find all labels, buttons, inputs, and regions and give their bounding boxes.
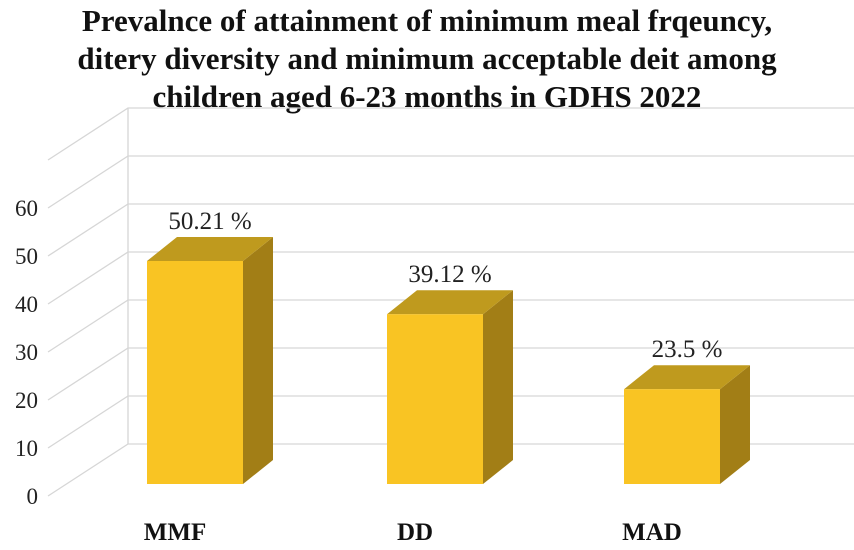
x-category-label: MAD [622,519,682,546]
x-category-label: DD [397,519,433,546]
bars [147,236,750,484]
chart-title: Prevalnce of attainment of minimum meal … [0,2,854,116]
bar-mmf [147,236,273,484]
bar-front [624,389,720,484]
y-tick-label: 20 [15,388,38,413]
gridline [47,107,854,161]
data-label: 23.5 % [652,336,723,363]
bar-dd [387,290,513,484]
y-tick-label: 30 [15,340,38,365]
bar-front [387,314,483,484]
bar-side [243,236,273,484]
x-category-label: MMF [144,519,206,546]
chart-title-line-1: Prevalnce of attainment of minimum meal … [81,3,773,38]
bar-side [720,365,750,484]
y-tick-label: 10 [15,436,38,461]
data-labels: 50.21 % 39.12 % 23.5 % [168,208,722,363]
bar-top [147,236,273,261]
gridlines [47,107,854,497]
chart-title-line-2: ditery diversity and minimum acceptable … [77,41,777,76]
bar-top [624,365,750,390]
y-axis-ticks: 0 10 20 30 40 50 60 [15,196,38,509]
bar-side [483,290,513,484]
gridline [47,155,854,209]
bar-mad [624,365,750,484]
x-axis-categories: MMF DD MAD [144,519,682,546]
bar-front [147,260,243,484]
y-tick-label: 0 [27,484,39,509]
data-label: 50.21 % [168,208,251,235]
y-tick-label: 40 [15,292,38,317]
y-tick-label: 50 [15,244,38,269]
bar-top [387,290,513,315]
data-label: 39.12 % [408,261,491,288]
y-tick-label: 60 [15,196,38,221]
